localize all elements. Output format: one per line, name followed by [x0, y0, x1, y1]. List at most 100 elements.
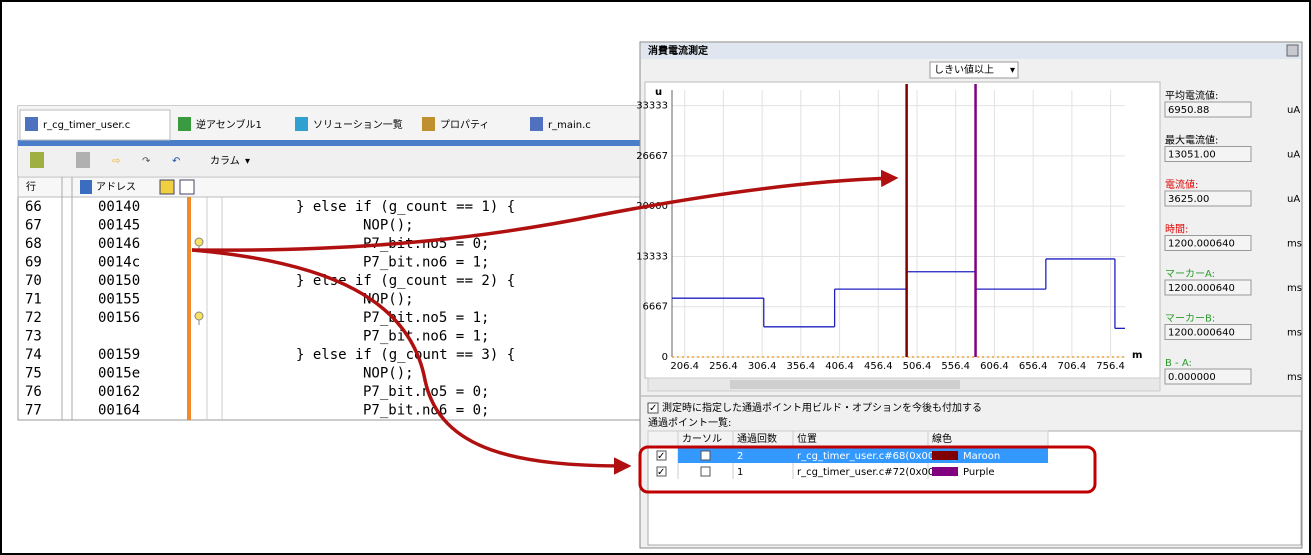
address: 00150 [98, 273, 140, 289]
arrow [191, 169, 899, 252]
line-number: 73 [25, 329, 42, 345]
header-icon [80, 180, 92, 194]
color-swatch [932, 451, 958, 460]
color-swatch [932, 467, 958, 476]
tool-icon[interactable] [30, 152, 44, 168]
pass-count: 2 [737, 451, 743, 462]
address: 00162 [98, 384, 140, 400]
x-tick-label: 406.4 [825, 361, 854, 372]
tab-label[interactable]: r_main.c [548, 120, 591, 131]
x-tick-label: 306.4 [748, 361, 777, 372]
address: 00156 [98, 310, 140, 326]
graph-bg [644, 81, 1161, 379]
readout-unit: uA [1287, 194, 1300, 205]
header-address: アドレス [96, 182, 136, 193]
readout-value: 1200.000640 [1168, 239, 1235, 250]
line-number: 72 [25, 310, 42, 326]
readout-value: 3625.00 [1168, 194, 1209, 205]
readout-value: 0.000000 [1168, 372, 1216, 383]
enable-checkbox[interactable] [656, 466, 667, 477]
tab-label[interactable]: 逆アセンブル1 [196, 118, 262, 131]
line-number: 70 [25, 273, 42, 289]
highlight-box [638, 445, 1097, 494]
list-title: 通過ポイント一覧: [648, 417, 731, 429]
header-icon [159, 179, 175, 195]
x-unit: m [1132, 350, 1142, 361]
address: 00145 [98, 218, 140, 234]
code: P7_bit.no5 = 0; [363, 236, 489, 252]
tool-icon[interactable] [76, 152, 90, 168]
line-number: 68 [25, 236, 42, 252]
tab-label[interactable]: プロパティ [440, 119, 489, 131]
readout-box [1164, 279, 1252, 296]
code: P7_bit.no6 = 0; [363, 403, 489, 419]
line-number: 71 [25, 292, 42, 308]
readout-unit: ms [1287, 283, 1302, 294]
title-bar [641, 43, 1301, 59]
code: } else if (g_count == 3) { [296, 347, 515, 363]
check-mark: ✓ [649, 403, 657, 414]
address: 0014c [98, 255, 140, 271]
y-tick-label: 33333 [636, 101, 668, 112]
dropdown-arrow[interactable]: ▾ [1010, 65, 1015, 76]
readout-label: マーカーA: [1165, 268, 1215, 280]
tool-icon[interactable]: ↷ [142, 156, 151, 167]
x-tick-label: 556.4 [941, 361, 970, 372]
tool-icon[interactable]: ↶ [172, 156, 180, 167]
threshold-text[interactable]: しきい値以上 [934, 63, 994, 76]
close-button[interactable] [1286, 44, 1299, 57]
address: 00140 [98, 199, 140, 215]
y-unit: u [655, 87, 662, 98]
active-tab[interactable] [19, 109, 171, 141]
orange-bar [187, 197, 191, 420]
scroll-thumb[interactable] [730, 380, 960, 389]
y-tick-label: 26667 [636, 151, 668, 162]
table-header: 位置 [797, 432, 817, 445]
pass-point-icon [194, 237, 204, 247]
x-tick-label: 456.4 [864, 361, 893, 372]
readout-label: 電流値: [1165, 178, 1198, 191]
y-tick-label: 0 [662, 352, 668, 363]
cursor-checkbox[interactable] [700, 450, 711, 461]
table-header: 通過回数 [737, 432, 777, 445]
line-number: 75 [25, 366, 42, 382]
code: P7_bit.no6 = 1; [363, 329, 489, 345]
header-line: 行 [26, 180, 36, 193]
code: P7_bit.no5 = 1; [363, 310, 489, 326]
readout-value: 1200.000640 [1168, 283, 1235, 294]
line-number: 77 [25, 403, 42, 419]
tab-label[interactable]: ソリューション一覧 [313, 119, 403, 131]
enable-checkbox[interactable] [656, 450, 667, 461]
tab-icon [178, 117, 191, 131]
address: 00146 [98, 236, 140, 252]
tab-underline [18, 140, 640, 146]
arrow [191, 248, 632, 475]
line-number: 76 [25, 384, 42, 400]
tab-label[interactable]: r_cg_timer_user.c [43, 120, 130, 131]
readout-unit: uA [1287, 150, 1300, 161]
threshold-select[interactable] [929, 61, 1019, 79]
readout-label: B - A: [1165, 358, 1192, 369]
readout-unit: uA [1287, 105, 1300, 116]
tab-icon [25, 117, 38, 131]
check-mark: ✓ [657, 467, 665, 478]
color-name: Maroon [963, 451, 1000, 462]
tool-icon[interactable]: ⇨ [112, 156, 120, 167]
color-name: Purple [963, 467, 995, 478]
pass-point-icon [194, 311, 204, 321]
address: 00155 [98, 292, 140, 308]
readout-value: 1200.000640 [1168, 328, 1235, 339]
readout-box [1164, 190, 1252, 207]
column-menu[interactable]: カラム [210, 155, 240, 167]
window-title: 消費電流測定 [648, 44, 708, 57]
x-tick-label: 756.4 [1096, 361, 1125, 372]
dropdown-arrow[interactable]: ▾ [245, 156, 250, 167]
cursor-checkbox[interactable] [700, 466, 711, 477]
readout-box [1164, 146, 1252, 162]
code: P7_bit.no5 = 0; [363, 384, 489, 400]
code: } else if (g_count == 1) { [296, 199, 515, 215]
code: P7_bit.no6 = 1; [363, 255, 489, 271]
option-checkbox[interactable] [647, 402, 659, 414]
code: NOP(); [363, 218, 414, 234]
